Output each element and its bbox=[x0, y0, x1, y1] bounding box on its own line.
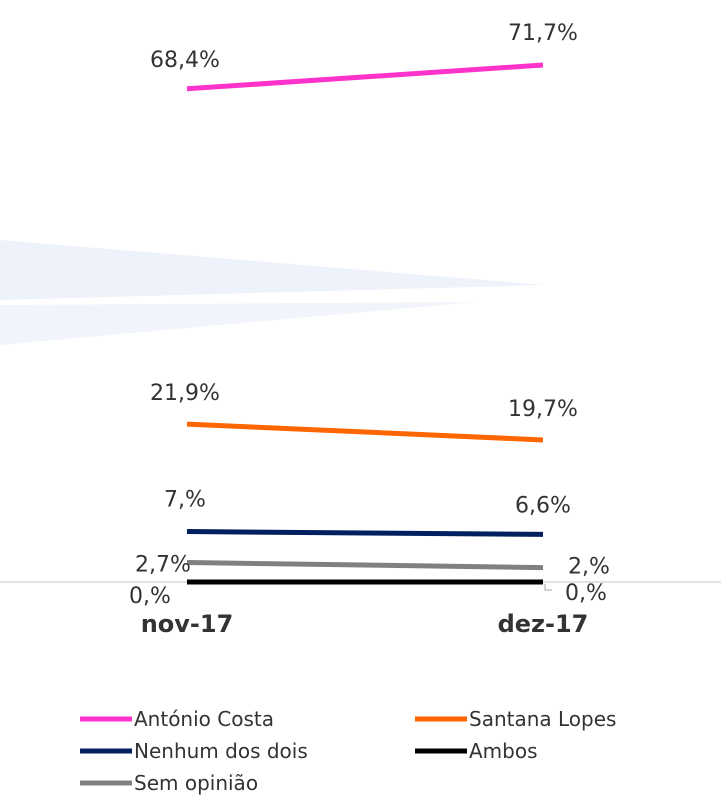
data-label-santana-lopes-nov-17: 21,9% bbox=[150, 381, 220, 406]
legend-label-santana-lopes: Santana Lopes bbox=[469, 707, 616, 731]
data-label-nenhum-dos-dois-nov-17: 7,% bbox=[164, 488, 206, 513]
data-label-sem-opiniao-dez-17: 2,% bbox=[568, 555, 610, 580]
data-label-sem-opiniao-nov-17: 2,7% bbox=[135, 553, 191, 578]
legend: António Costa Santana Lopes Nenhum dos doi… bbox=[80, 707, 616, 795]
data-label-antonio-costa-dez-17: 71,7% bbox=[508, 21, 578, 46]
series-line-sem-opiniao bbox=[186, 560, 544, 571]
legend-label-nenhum-dos-dois: Nenhum dos dois bbox=[134, 739, 308, 763]
data-label-santana-lopes-dez-17: 19,7% bbox=[508, 397, 578, 422]
series-layer bbox=[186, 62, 544, 585]
data-label-ambos-nov-17: 0,% bbox=[129, 584, 171, 609]
legend-label-ambos: Ambos bbox=[469, 739, 538, 763]
legend-label-antonio-costa: António Costa bbox=[134, 707, 274, 731]
x-tick-label-dez-17: dez-17 bbox=[498, 610, 589, 638]
series-line-antonio-costa bbox=[186, 62, 544, 92]
data-label-ambos-dez-17: 0,% bbox=[565, 581, 607, 606]
x-tick-label-nov-17: nov-17 bbox=[141, 610, 234, 638]
data-labels-layer: 68,4% 71,7% 21,9% 19,7% 7,% 6,6% 0,% 0,% 2,7% 2,% bbox=[129, 21, 610, 609]
series-line-santana-lopes bbox=[186, 421, 544, 443]
data-label-nenhum-dos-dois-dez-17: 6,6% bbox=[515, 493, 571, 518]
label-leader-line bbox=[544, 584, 552, 591]
legend-label-sem-opiniao: Sem opinião bbox=[134, 771, 258, 795]
watermark-shape-lower bbox=[0, 302, 475, 345]
x-tick-labels: nov-17 dez-17 bbox=[141, 610, 589, 638]
series-line-nenhum-dos-dois bbox=[186, 529, 544, 537]
data-label-antonio-costa-nov-17: 68,4% bbox=[150, 48, 220, 73]
watermark-shape-upper bbox=[0, 240, 545, 300]
